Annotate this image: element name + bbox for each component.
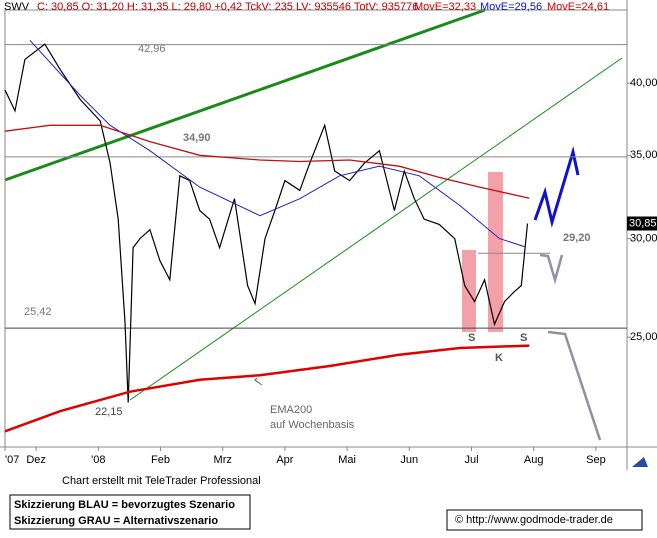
- header-quote: C: 30,85 O: 31,20 H: 31,35 L: 29,80 +0,4…: [37, 1, 418, 13]
- header-ma: MovE=32,33: [414, 1, 476, 13]
- x-tick-label: Apr: [276, 454, 293, 466]
- x-tick-label: Jul: [464, 454, 478, 466]
- level-label: 34,90: [183, 132, 211, 144]
- arrow-head: [254, 377, 260, 384]
- annotation: 22,15: [95, 406, 123, 418]
- last-price-label: 30,85: [629, 217, 657, 229]
- header-ma: MovE=24,61: [547, 1, 609, 13]
- annotation: S: [520, 332, 527, 344]
- y-tick-label: 40,00: [630, 77, 657, 89]
- series-line: [4, 344, 530, 433]
- legend-box: [9, 494, 251, 530]
- y-tick-label: 35,00: [630, 149, 657, 161]
- icon: [632, 457, 648, 467]
- gray-scenario: [547, 330, 602, 441]
- last-price-box: [627, 216, 657, 231]
- x-tick-label: '08: [91, 454, 105, 466]
- copyright-box: [446, 509, 643, 531]
- annotation: K: [495, 352, 503, 364]
- trend-line: [4, 8, 486, 182]
- copyright: © http://www.godmode-trader.de: [455, 514, 613, 526]
- level-label: 42,96: [138, 43, 166, 55]
- series-line: [29, 39, 525, 248]
- y-tick-label: 30,00: [630, 233, 657, 245]
- x-tick-label: Dez: [26, 454, 46, 466]
- x-tick-label: Mai: [338, 454, 356, 466]
- annotation: auf Wochenbasis: [270, 419, 355, 431]
- legend-note: Skizzierung BLAU = bevorzugtes Szenario: [14, 499, 235, 511]
- blue-scenario: [533, 146, 580, 228]
- x-tick-label: Aug: [524, 454, 544, 466]
- series-line: [4, 43, 529, 403]
- x-tick-label: '07: [5, 454, 19, 466]
- x-tick-label: Sep: [586, 454, 606, 466]
- series-line: [4, 124, 530, 199]
- legend-note: Skizzierung GRAU = Alternativszenario: [14, 515, 218, 527]
- level-label: 25,42: [24, 306, 52, 318]
- y-tick-label: 25,00: [630, 331, 657, 343]
- header-ma: MovE=29,56: [480, 1, 542, 13]
- annotation: EMA200: [270, 404, 312, 416]
- x-tick-label: Feb: [151, 454, 170, 466]
- gray-scenario: [539, 253, 564, 285]
- header-symbol: SWV: [4, 1, 30, 13]
- highlight-box: [488, 172, 503, 332]
- x-tick-label: Jun: [400, 454, 418, 466]
- x-tick-label: Mrz: [214, 454, 232, 466]
- annotation: S: [468, 332, 475, 344]
- trend-line: [129, 57, 623, 401]
- footer: Chart erstellt mit TeleTrader Profession…: [62, 475, 261, 487]
- highlight-box: [462, 250, 476, 332]
- level-label: 29,20: [563, 232, 591, 244]
